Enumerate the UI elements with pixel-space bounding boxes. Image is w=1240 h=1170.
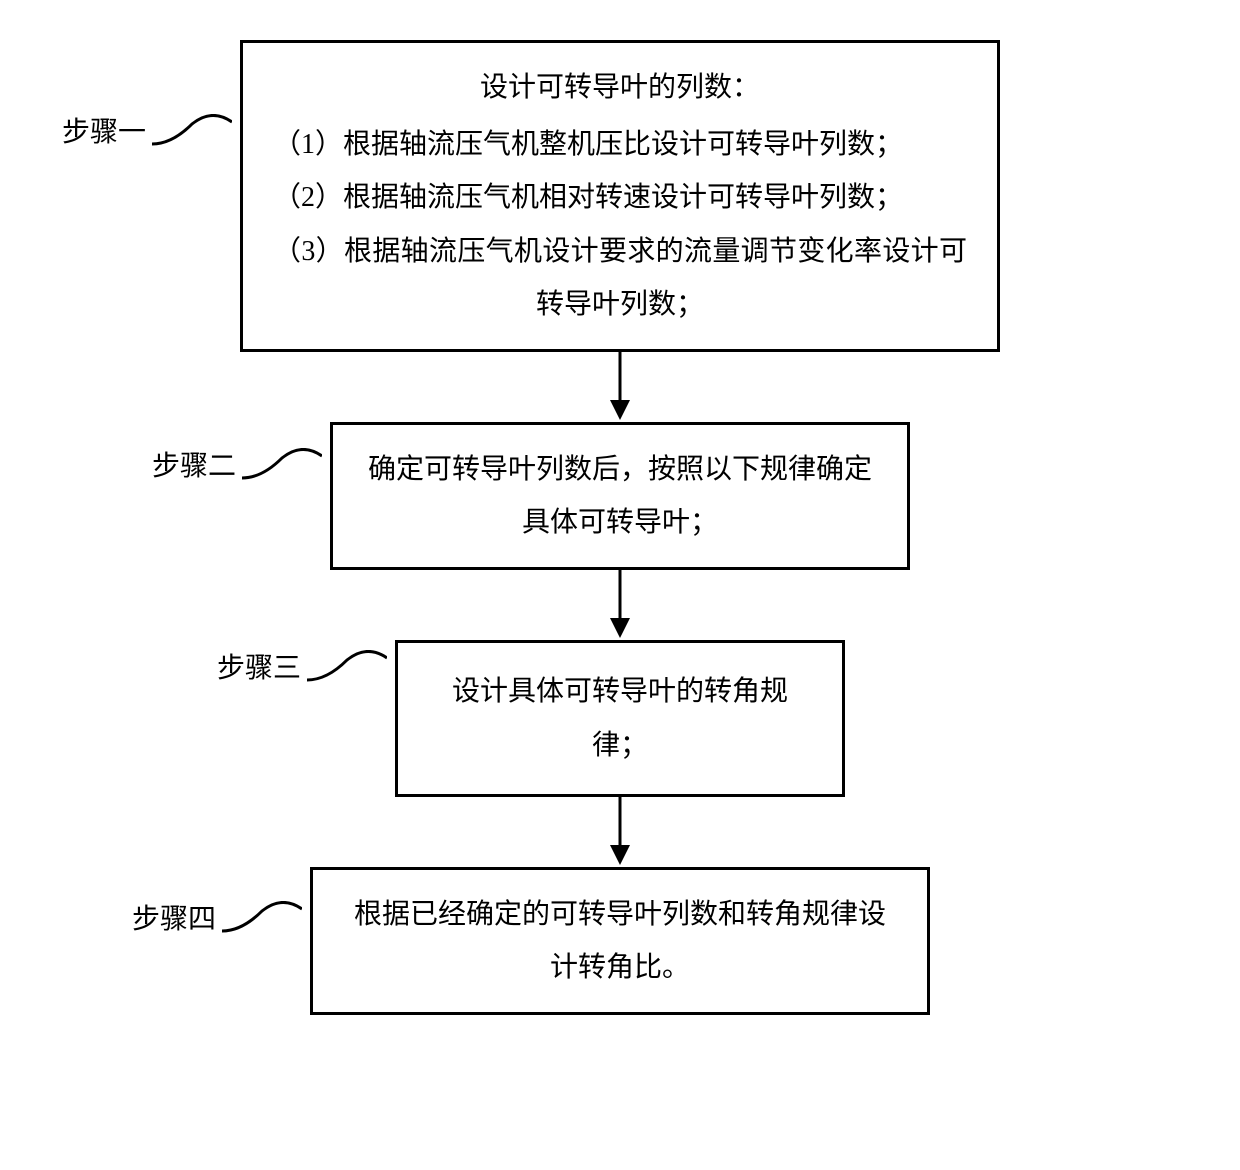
step1-box: 设计可转导叶的列数： （1）根据轴流压气机整机压比设计可转导叶列数； （2）根据… [240,40,1000,352]
arrow-down-icon [600,797,640,867]
step4-label-text: 步骤四 [132,897,216,937]
step2-box: 确定可转导叶列数后，按照以下规律确定具体可转导叶； [330,422,910,570]
flow-step-4-row: 步骤四 根据已经确定的可转导叶列数和转角规律设计转角比。 [20,867,1220,1015]
arrow-3-4 [20,797,1220,867]
leader-curve-icon [242,448,322,480]
arrow-2-3 [20,570,1220,640]
step3-label-text: 步骤三 [217,646,301,686]
step2-label-col: 步骤二 [20,444,330,484]
leader-curve-icon [152,114,232,146]
flow-step-2-row: 步骤二 确定可转导叶列数后，按照以下规律确定具体可转导叶； [20,422,1220,570]
step3-label-col: 步骤三 [20,646,395,686]
step1-item-1: （1）根据轴流压气机整机压比设计可转导叶列数； [273,118,967,171]
step1-title: 设计可转导叶的列数： [273,61,967,114]
flowchart: 步骤一 设计可转导叶的列数： （1）根据轴流压气机整机压比设计可转导叶列数； （… [20,40,1220,1015]
arrow-down-icon [600,352,640,422]
leader-curve-icon [307,650,387,682]
step4-label: 步骤四 [132,897,302,937]
step1-label-text: 步骤一 [62,110,146,150]
arrow-down-icon [600,570,640,640]
step3-text: 设计具体可转导叶的转角规律； [452,676,788,760]
arrow-1-2 [20,352,1220,422]
step2-text: 确定可转导叶列数后，按照以下规律确定具体可转导叶； [368,454,872,538]
flow-step-3-row: 步骤三 设计具体可转导叶的转角规律； [20,640,1220,796]
step1-item-3: （3）根据轴流压气机设计要求的流量调节变化率设计可转导叶列数； [273,225,967,331]
step4-label-col: 步骤四 [20,897,310,937]
step3-box: 设计具体可转导叶的转角规律； [395,640,845,796]
step2-label-text: 步骤二 [152,444,236,484]
step4-text: 根据已经确定的可转导叶列数和转角规律设计转角比。 [354,899,886,983]
step1-item-2: （2）根据轴流压气机相对转速设计可转导叶列数； [273,171,967,224]
step4-box: 根据已经确定的可转导叶列数和转角规律设计转角比。 [310,867,930,1015]
step2-label: 步骤二 [152,444,322,484]
leader-curve-icon [222,901,302,933]
step3-label: 步骤三 [217,646,387,686]
flow-step-1-row: 步骤一 设计可转导叶的列数： （1）根据轴流压气机整机压比设计可转导叶列数； （… [20,40,1220,352]
step1-label-col: 步骤一 [20,110,240,150]
step1-label: 步骤一 [62,110,232,150]
